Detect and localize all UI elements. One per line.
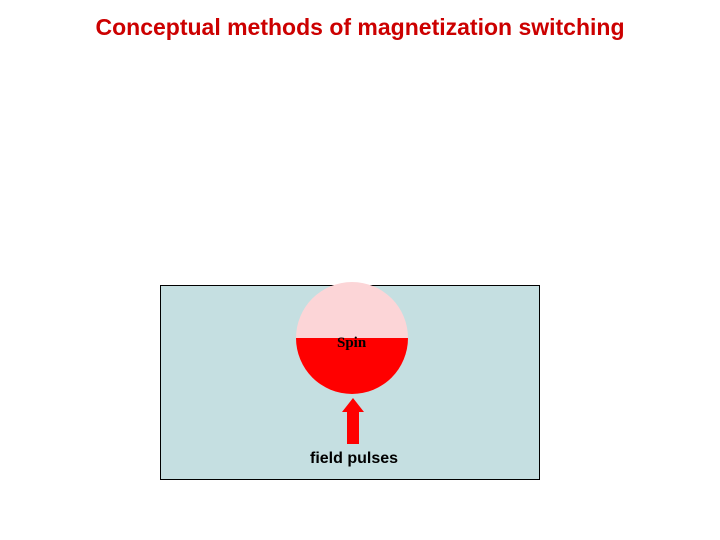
spin-label: Spin (337, 335, 366, 352)
slide: Conceptual methods of magnetization swit… (0, 0, 720, 540)
page-title: Conceptual methods of magnetization swit… (0, 14, 720, 41)
caption-text: field pulses (310, 450, 398, 468)
field-arrow-shape (342, 398, 364, 444)
field-arrow-icon (342, 398, 364, 444)
